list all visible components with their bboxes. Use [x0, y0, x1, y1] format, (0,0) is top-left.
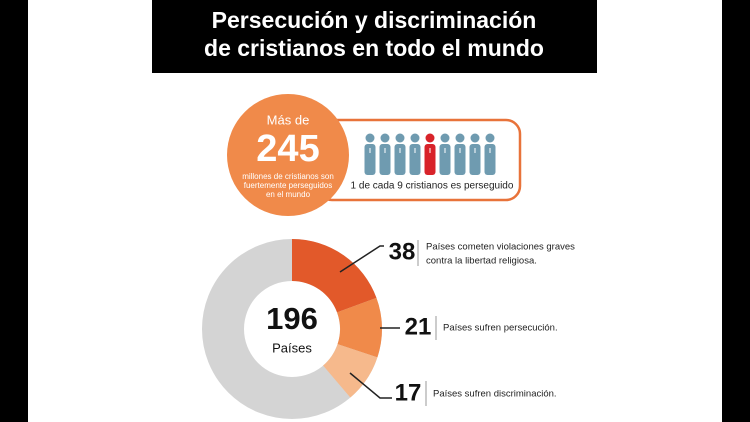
person-cross: [399, 148, 401, 153]
person-head: [440, 133, 450, 143]
person-body: [439, 144, 451, 175]
person-head: [410, 133, 420, 143]
person-cross: [369, 148, 371, 153]
person-head: [380, 133, 390, 143]
person-head: [425, 133, 435, 143]
segment-value: 21: [405, 313, 432, 340]
person-cross: [459, 148, 461, 153]
person-body: [364, 144, 376, 175]
stat-caption: en el mundo: [266, 190, 311, 199]
title-box: [152, 0, 597, 73]
person-body: [484, 144, 496, 175]
person-cross: [489, 148, 491, 153]
person-head: [485, 133, 495, 143]
person-body: [424, 144, 436, 175]
person-cross: [444, 148, 446, 153]
donut: [202, 239, 382, 419]
person-cross: [429, 148, 431, 153]
segment-text: Países sufren discriminación.: [433, 389, 557, 400]
segment-text: Países cometen violaciones graves: [426, 242, 575, 253]
segment-text: Países sufren persecución.: [443, 323, 558, 334]
person-head: [455, 133, 465, 143]
ratio-text: 1 de cada 9 cristianos es perseguido: [351, 181, 514, 192]
title: de cristianos en todo el mundo: [204, 35, 544, 61]
donut-total-label: Países: [272, 340, 312, 355]
person-cross: [474, 148, 476, 153]
person-cross: [384, 148, 386, 153]
person-body: [394, 144, 406, 175]
donut-segment: [323, 344, 378, 398]
donut-segment: [337, 297, 382, 358]
person-cross: [414, 148, 416, 153]
stat-caption: fuertemente perseguidos: [244, 181, 333, 190]
leader-line: [339, 245, 384, 273]
people-icons: [364, 133, 496, 175]
donut-total: 196: [266, 301, 318, 336]
person-head: [365, 133, 375, 143]
segment-value: 17: [395, 379, 422, 406]
stat-caption: millones de cristianos son: [242, 172, 334, 181]
stat-value: 245: [256, 128, 319, 170]
stat-prefix: Más de: [267, 112, 310, 127]
donut-segment: [292, 239, 377, 313]
stat-circle: [227, 94, 349, 216]
person-head: [470, 133, 480, 143]
person-body: [469, 144, 481, 175]
person-body: [454, 144, 466, 175]
person-head: [395, 133, 405, 143]
title: Persecución y discriminación: [212, 7, 537, 33]
person-body: [379, 144, 391, 175]
person-body: [409, 144, 421, 175]
leader-line: [349, 372, 392, 399]
segment-value: 38: [389, 238, 416, 265]
segment-text: contra la libertad religiosa.: [426, 256, 537, 267]
